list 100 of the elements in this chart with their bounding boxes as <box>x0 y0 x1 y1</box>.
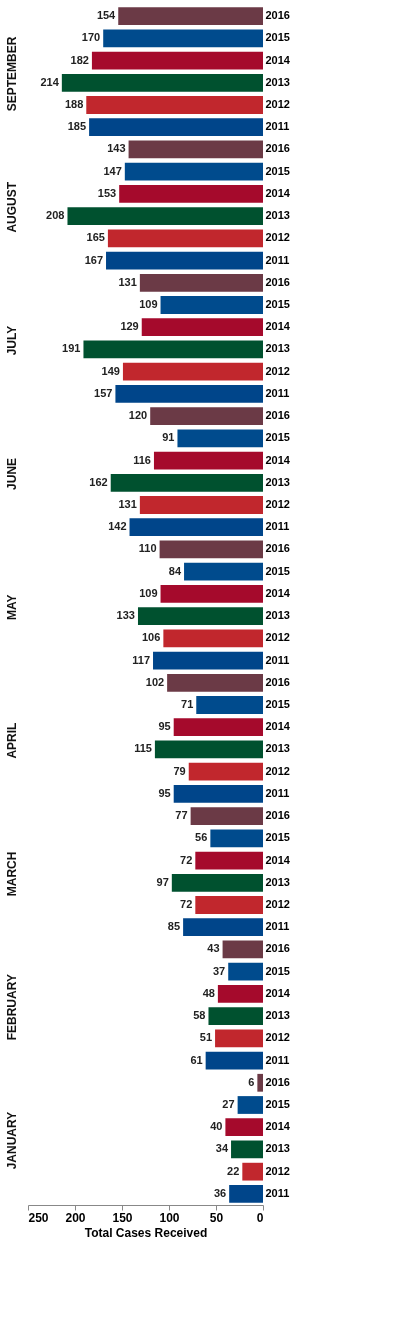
bar <box>183 918 263 937</box>
text: MAY <box>5 594 19 621</box>
bar <box>177 429 263 448</box>
y-tick-label: 2013 <box>265 1142 290 1155</box>
data-label: 85 <box>167 920 181 933</box>
bar <box>154 740 263 759</box>
data-label: 154 <box>96 9 117 22</box>
x-tick-label: 250 <box>28 1210 49 1225</box>
y-tick-label: 2016 <box>265 809 290 822</box>
bar <box>83 340 263 359</box>
bar <box>173 718 263 737</box>
bar <box>225 1118 263 1137</box>
data-label: 95 <box>158 720 171 733</box>
data-label: 51 <box>199 1031 213 1044</box>
data-label: 77 <box>175 809 188 822</box>
y-tick-label: 2015 <box>265 698 290 710</box>
data-label: 116 <box>133 453 151 466</box>
y-tick-label: 2014 <box>265 1120 291 1133</box>
data-label: 182 <box>70 53 89 66</box>
data-label: 43 <box>207 942 220 955</box>
x-tick-label: 50 <box>209 1210 224 1225</box>
bar <box>139 496 263 514</box>
y-tick-label: 2015 <box>265 831 290 844</box>
bar <box>67 207 263 225</box>
data-label: 72 <box>180 898 193 910</box>
y-tick-label: 2013 <box>265 75 290 88</box>
y-tick-label: 2016 <box>265 675 290 688</box>
y-tick-label: 2016 <box>265 142 290 155</box>
bar <box>119 185 263 203</box>
text: JUNE <box>5 457 19 490</box>
y-tick-label: 2014 <box>265 586 291 599</box>
bar <box>229 1185 263 1203</box>
bar <box>210 829 263 848</box>
y-tick-label: 2014 <box>265 53 291 66</box>
data-label: 36 <box>213 1186 227 1199</box>
y-tick-label: 2014 <box>265 720 291 733</box>
bar <box>122 362 263 381</box>
bar <box>160 296 263 314</box>
bar <box>115 385 263 403</box>
data-label: 191 <box>62 342 81 355</box>
bar <box>128 140 263 159</box>
x-axis-title: Total Cases Received <box>84 1225 208 1240</box>
data-label: 102 <box>145 675 165 688</box>
data-label: 149 <box>101 364 120 377</box>
text: AUGUST <box>5 181 19 233</box>
bar <box>217 985 263 1003</box>
data-label: 37 <box>212 964 226 977</box>
y-tick-label: 2012 <box>265 764 290 777</box>
bar <box>129 518 263 537</box>
data-label: 95 <box>158 786 171 799</box>
y-tick-label: 2011 <box>265 1053 290 1066</box>
bar <box>163 629 263 648</box>
bar <box>137 607 263 625</box>
data-label: 91 <box>162 431 175 444</box>
x-tick-label: 200 <box>65 1210 86 1225</box>
bar <box>139 273 263 292</box>
y-tick-label: 2013 <box>265 342 290 355</box>
y-tick-label: 2016 <box>265 275 290 288</box>
data-label: 84 <box>168 564 182 577</box>
y-tick-label: 2012 <box>265 364 290 377</box>
data-label: 56 <box>195 831 208 844</box>
data-label: 129 <box>120 320 139 333</box>
bar <box>167 673 263 692</box>
data-label: 22 <box>227 1164 240 1177</box>
y-tick-label: 2014 <box>265 320 291 333</box>
bar <box>173 785 263 803</box>
data-label: 208 <box>46 209 65 222</box>
bar <box>153 451 263 470</box>
data-label: 58 <box>193 1009 206 1022</box>
y-tick-label: 2016 <box>265 409 290 422</box>
y-tick-label: 2011 <box>265 386 290 399</box>
data-label: 71 <box>181 698 194 710</box>
bar <box>103 29 263 48</box>
y-tick-label: 2011 <box>265 520 290 533</box>
bar <box>184 562 263 581</box>
bar <box>160 585 263 603</box>
bar <box>153 651 263 670</box>
y-tick-label: 2012 <box>265 898 290 910</box>
data-label: 72 <box>180 853 193 866</box>
bar <box>196 696 263 714</box>
bar <box>208 1007 263 1025</box>
y-tick-label: 2013 <box>265 209 290 222</box>
y-tick-label: 2011 <box>265 253 290 266</box>
bar <box>237 1096 263 1114</box>
y-tick-label: 2015 <box>265 298 290 310</box>
data-label: 188 <box>64 98 84 110</box>
data-label: 79 <box>173 764 186 777</box>
data-label: 162 <box>89 475 108 488</box>
text: MARCH <box>5 851 19 897</box>
y-tick-label: 2014 <box>265 453 291 466</box>
bar <box>242 1162 263 1181</box>
y-tick-label: 2014 <box>265 853 291 866</box>
bar <box>159 540 263 559</box>
bar <box>89 118 263 137</box>
bar <box>107 229 263 248</box>
y-tick-label: 2011 <box>265 1186 290 1199</box>
bar <box>91 51 263 70</box>
data-label: 61 <box>190 1053 203 1066</box>
y-tick-label: 2013 <box>265 609 290 622</box>
bar <box>195 896 263 914</box>
